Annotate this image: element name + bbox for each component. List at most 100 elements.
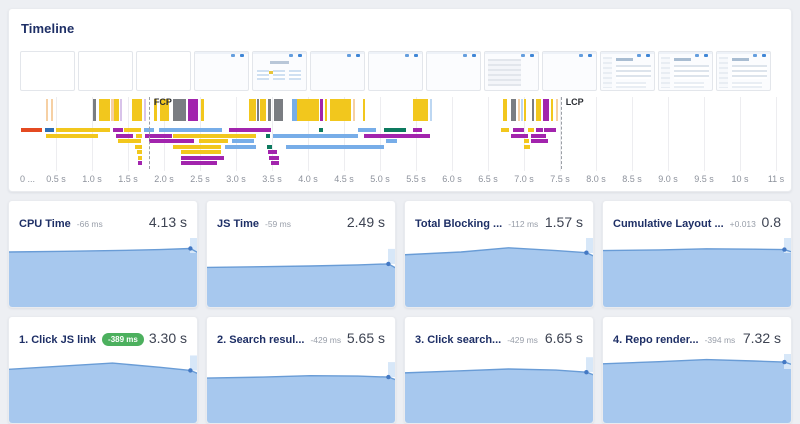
request-bar — [45, 128, 54, 132]
filmstrip-thumbnail-faint[interactable] — [194, 51, 249, 91]
metric-value: 5.65 s — [346, 330, 385, 346]
axis-tick-label: 4.0 s — [298, 174, 318, 184]
request-bar — [138, 161, 143, 165]
metric-card[interactable]: CPU Time -66 ms 4.13 s — [8, 200, 198, 308]
request-bar — [385, 139, 397, 143]
gridline — [488, 97, 489, 171]
filmstrip-thumbnail-faint[interactable] — [368, 51, 423, 91]
filmstrip-thumbnail-list[interactable] — [484, 51, 539, 91]
request-bar — [267, 150, 278, 154]
metric-value: 7.32 s — [742, 330, 781, 346]
request-bar — [20, 128, 43, 132]
cpu-activity-bar — [45, 99, 48, 121]
cpu-activity-bar — [249, 99, 257, 121]
request-bar — [524, 139, 530, 143]
request-bar — [117, 139, 141, 143]
filmstrip-thumbnail-faint[interactable] — [310, 51, 365, 91]
cpu-activity-bar — [550, 99, 553, 121]
request-bar — [318, 128, 324, 132]
cpu-activity-bar — [132, 99, 143, 121]
request-bar — [513, 128, 524, 132]
axis-tick-label: 1.5 s — [118, 174, 138, 184]
metric-delta: -394 ms — [704, 335, 736, 345]
cpu-activity-bar — [362, 99, 365, 121]
request-bar — [199, 139, 229, 143]
cpu-activity-bar — [542, 99, 550, 121]
cpu-activity-bar — [120, 99, 123, 121]
gridline — [560, 97, 561, 171]
metric-card[interactable]: 2. Search resul... -429 ms 5.65 s — [206, 316, 396, 424]
filmstrip-thumbnail-search[interactable] — [252, 51, 307, 91]
request-bar — [384, 128, 406, 132]
axis-tick-label: 9.5 s — [694, 174, 714, 184]
request-bar — [115, 133, 134, 138]
request-bar — [172, 144, 221, 149]
axis-tick-label: 5.0 s — [370, 174, 390, 184]
cpu-activity-bar — [110, 99, 114, 121]
metric-title: Total Blocking ... — [415, 218, 503, 230]
metric-cards-row-2: 1. Click JS link -389 ms 3.30 s 2. Searc… — [8, 316, 792, 424]
request-bar — [181, 155, 224, 160]
request-row — [20, 139, 792, 143]
cpu-activity-bar — [503, 99, 507, 121]
cpu-activity-bar — [51, 99, 54, 121]
cpu-activity-bar — [297, 99, 319, 121]
cpu-activity-bar — [274, 99, 283, 121]
request-bar — [528, 128, 535, 132]
metric-title: Cumulative Layout ... — [613, 218, 724, 230]
axis-tick-label: 8.0 s — [586, 174, 606, 184]
gridline — [776, 97, 777, 171]
cpu-activity-bar — [114, 99, 120, 121]
filmstrip-thumbnail-repo[interactable] — [716, 51, 771, 91]
metric-sparkline — [207, 248, 395, 307]
request-bar — [138, 155, 143, 160]
request-bar — [270, 161, 280, 165]
filmstrip-thumbnail-faint[interactable] — [426, 51, 481, 91]
axis-tick-label: 2.5 s — [190, 174, 210, 184]
metric-card[interactable]: Cumulative Layout ... +0.013 0.8 — [602, 200, 792, 308]
metric-card[interactable]: 3. Click search... -429 ms 6.65 s — [404, 316, 594, 424]
request-bar — [286, 144, 385, 149]
metric-card[interactable]: JS Time -59 ms 2.49 s — [206, 200, 396, 308]
metric-card[interactable]: Total Blocking ... -112 ms 1.57 s — [404, 200, 594, 308]
cpu-activity-bar — [324, 99, 328, 121]
metric-card[interactable]: 4. Repo render... -394 ms 7.32 s — [602, 316, 792, 424]
metric-delta: -429 ms — [310, 335, 342, 345]
metric-title: 2. Search resul... — [217, 334, 305, 346]
filmstrip-thumbnail-blank[interactable] — [136, 51, 191, 91]
filmstrip-thumbnail-repo[interactable] — [658, 51, 713, 91]
request-bar — [267, 144, 273, 149]
metric-card[interactable]: 1. Click JS link -389 ms 3.30 s — [8, 316, 198, 424]
filmstrip-thumbnail-blank[interactable] — [20, 51, 75, 91]
cpu-activity-bar — [531, 99, 535, 121]
filmstrip-thumbnail-faint[interactable] — [542, 51, 597, 91]
axis-tick-label: 2.0 s — [154, 174, 174, 184]
filmstrip-thumbnail-blank[interactable] — [78, 51, 133, 91]
waterfall-chart[interactable]: 0 ... 0.5 s 1.0 s 1.5 s 2.0 s 2.5 s 3.0 s 3.5 s… — [20, 97, 792, 187]
gridline — [452, 97, 453, 171]
gridline — [668, 97, 669, 171]
request-bar — [364, 133, 431, 138]
gridline — [740, 97, 741, 171]
axis-tick-label: 3.5 s — [262, 174, 282, 184]
cpu-activity-bar — [160, 99, 170, 121]
cpu-activity-bar — [172, 99, 187, 121]
axis-tick-label: 7.5 s — [550, 174, 570, 184]
cpu-activity-bar — [517, 99, 520, 121]
request-bar — [135, 144, 143, 149]
fcp-marker-label: FCP — [153, 97, 172, 107]
cpu-activity-bar — [187, 99, 198, 121]
filmstrip-thumbnail-repo[interactable] — [600, 51, 655, 91]
request-bar — [56, 128, 110, 132]
request-bar — [135, 133, 143, 138]
axis-tick-label: 10 s — [731, 174, 749, 184]
fcp-marker: FCP — [148, 97, 172, 169]
cpu-activity-bar — [292, 99, 297, 121]
request-bar — [224, 144, 257, 149]
metric-delta: -59 ms — [265, 219, 291, 229]
metric-card-header: 2. Search resul... -429 ms 5.65 s — [217, 330, 385, 346]
metric-sparkline — [603, 354, 791, 423]
metric-title: 1. Click JS link — [19, 334, 97, 346]
cpu-activity-bar — [92, 99, 97, 121]
request-bar — [45, 133, 98, 138]
